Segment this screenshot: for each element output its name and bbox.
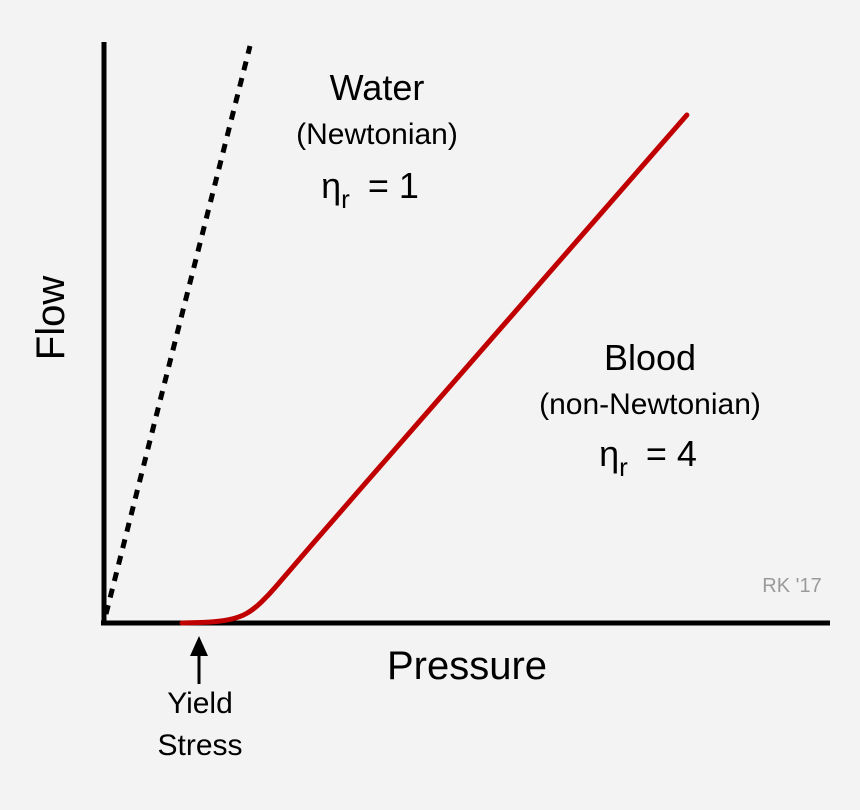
series-line-blood <box>179 112 690 626</box>
annotation-yield: Yield <box>167 687 233 720</box>
x-axis-label: Pressure <box>387 644 547 688</box>
series-name-blood: Blood <box>604 337 696 378</box>
eta-blood: ηr = 4 <box>599 433 697 482</box>
series-subtitle-blood: (non-Newtonian) <box>539 388 761 421</box>
eta-water: ηr = 1 <box>321 165 419 214</box>
series-subtitle-water: (Newtonian) <box>296 118 458 151</box>
y-axis-label: Flow <box>29 276 73 361</box>
yield-stress-arrow <box>190 636 208 684</box>
series-line-water <box>103 45 253 615</box>
credit-label: RK '17 <box>762 575 821 597</box>
series-name-water: Water <box>330 67 425 108</box>
annotation-stress: Stress <box>157 729 242 762</box>
